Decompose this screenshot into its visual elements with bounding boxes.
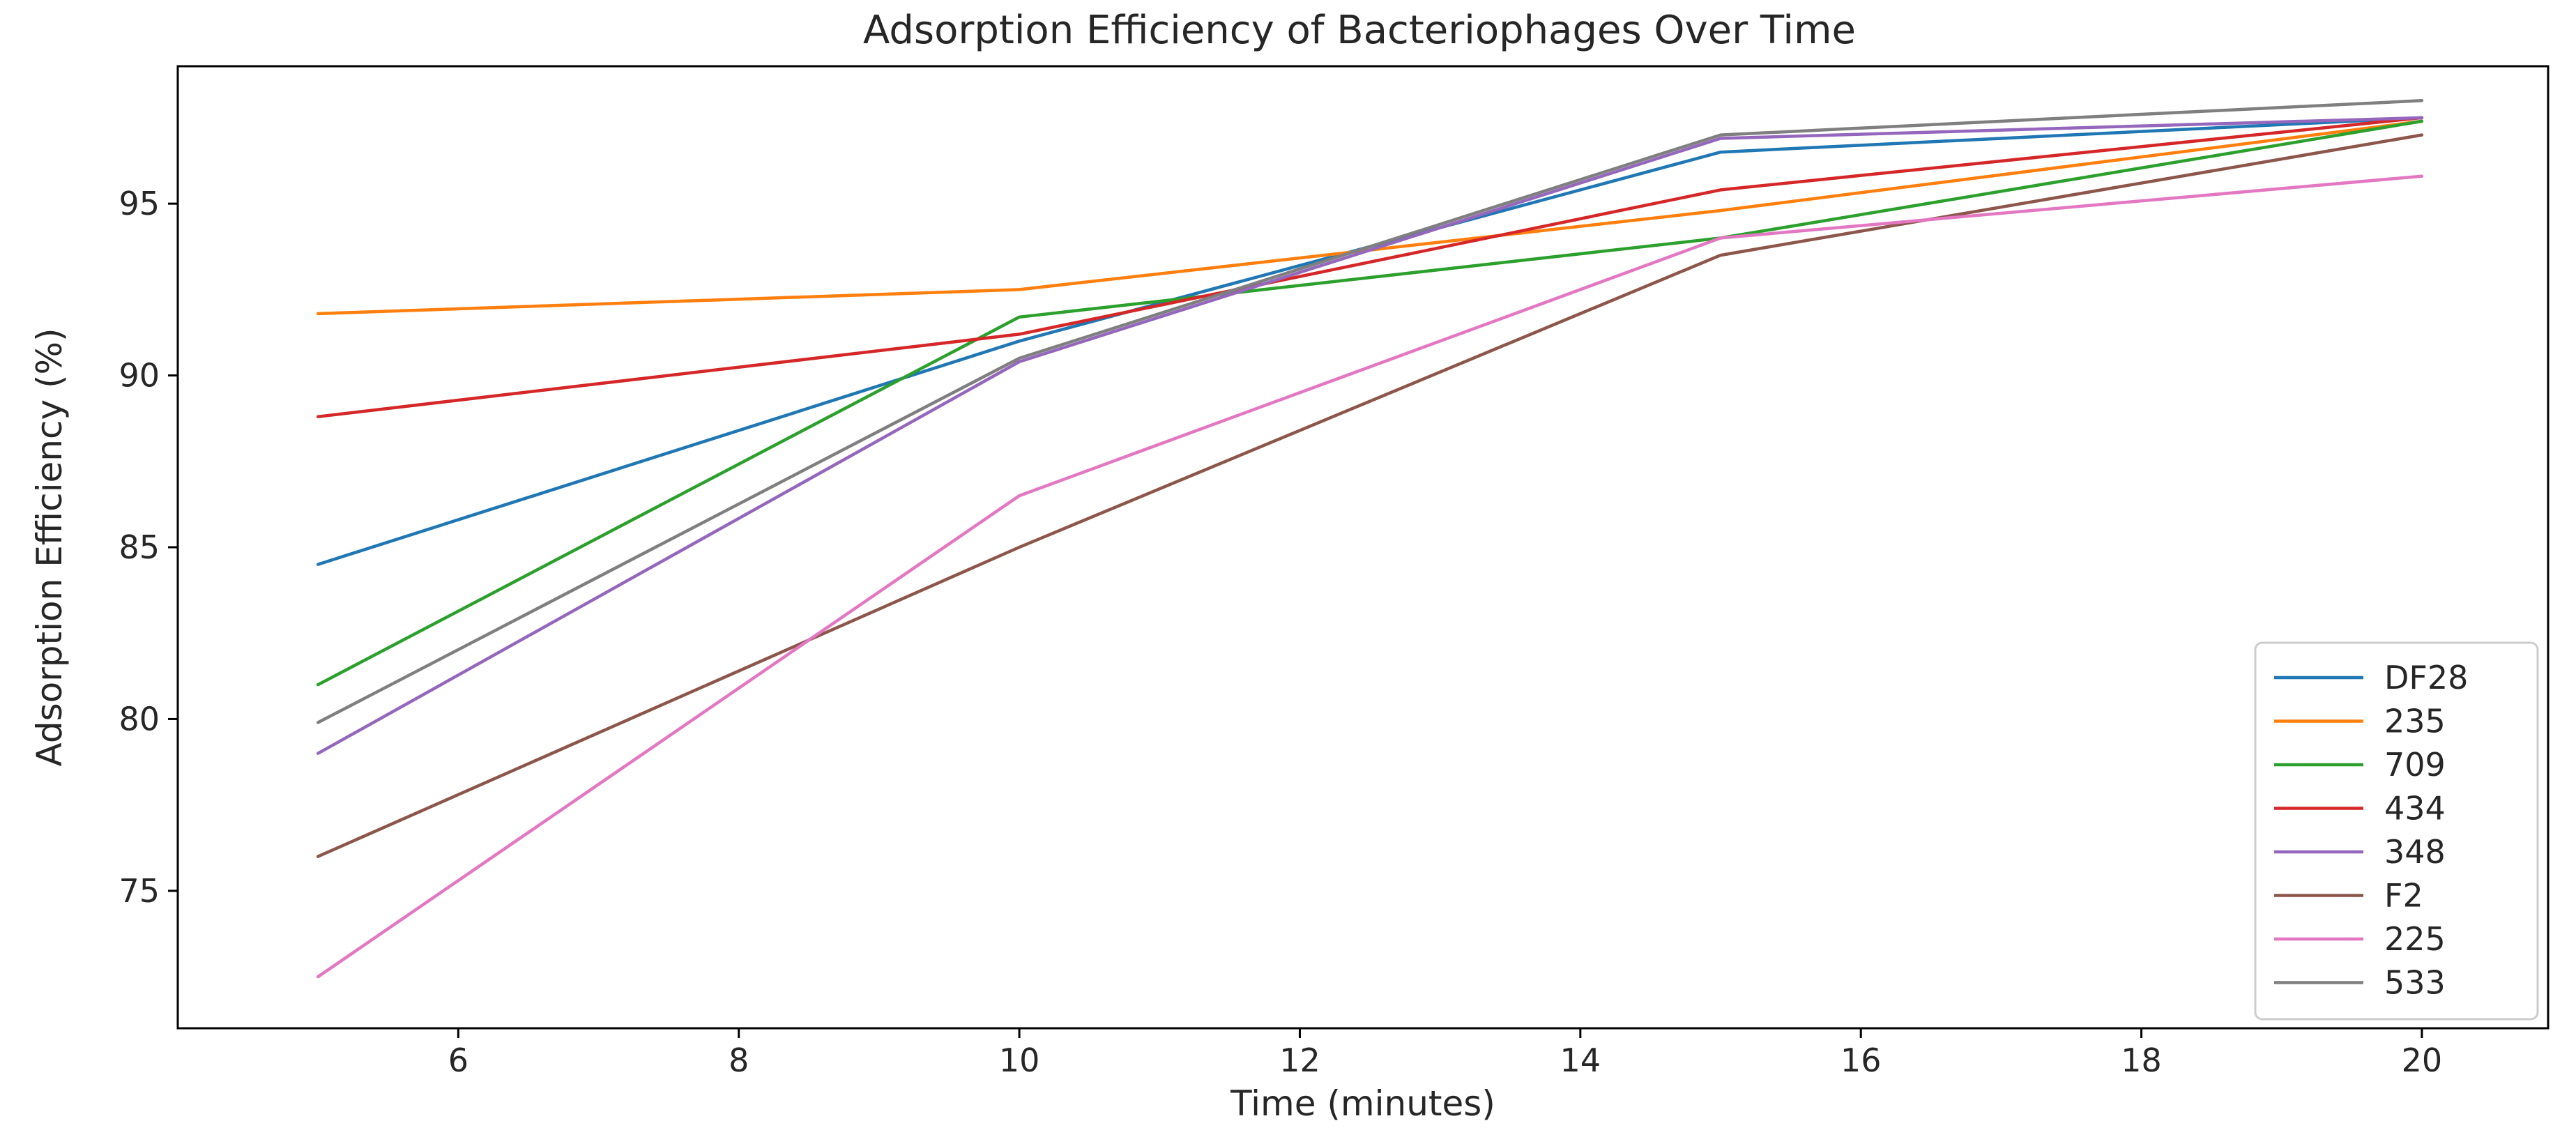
- plot-area: 6 8 10 12 14 16 18 20 75 80 85 90 95: [119, 65, 2550, 1079]
- x-axis-ticks: 6 8 10 12 14 16 18 20: [448, 1028, 2442, 1079]
- legend-frame: [2254, 641, 2539, 1021]
- series-line-225: [316, 174, 2424, 979]
- series-line-434: [316, 116, 2424, 418]
- x-tick-label: 8: [729, 1041, 749, 1079]
- y-tick-label: 75: [119, 872, 160, 910]
- x-tick-label: 14: [1560, 1041, 1601, 1079]
- x-tick-label: 10: [999, 1041, 1040, 1079]
- y-tick-label: 85: [119, 528, 160, 566]
- x-tick-label: 6: [448, 1041, 468, 1079]
- y-tick-label: 95: [119, 185, 160, 222]
- series-line-533: [316, 99, 2424, 724]
- legend-label-df28: DF28: [2384, 659, 2468, 696]
- legend-label-709: 709: [2384, 746, 2446, 784]
- series-line-f2: [316, 133, 2424, 858]
- legend-label-235: 235: [2384, 703, 2446, 740]
- chart-title: Adsorption Efficiency of Bacteriophages …: [863, 8, 1856, 53]
- x-tick-label: 20: [2402, 1041, 2443, 1079]
- legend: DF28 235 709 434 348 F2 225 533: [2254, 641, 2539, 1021]
- y-tick-label: 80: [119, 700, 160, 738]
- legend-label-533: 533: [2384, 964, 2446, 1002]
- legend-label-348: 348: [2384, 833, 2446, 871]
- y-axis-ticks: 75 80 85 90 95: [119, 185, 178, 910]
- legend-label-225: 225: [2384, 920, 2446, 958]
- series-line-709: [316, 119, 2424, 687]
- y-axis-label: Adsorption Efficiency (%): [29, 328, 70, 767]
- series-line-348: [316, 116, 2424, 755]
- legend-label-434: 434: [2384, 790, 2446, 827]
- y-tick-label: 90: [119, 357, 160, 395]
- legend-entries: DF28 235 709 434 348 F2 225 533: [2274, 659, 2468, 1002]
- legend-label-f2: F2: [2384, 877, 2423, 915]
- series-lines: [316, 99, 2424, 979]
- x-tick-label: 16: [1840, 1041, 1882, 1079]
- x-tick-label: 12: [1279, 1041, 1320, 1079]
- x-tick-label: 18: [2121, 1041, 2162, 1079]
- x-axis-label: Time (minutes): [1230, 1083, 1495, 1124]
